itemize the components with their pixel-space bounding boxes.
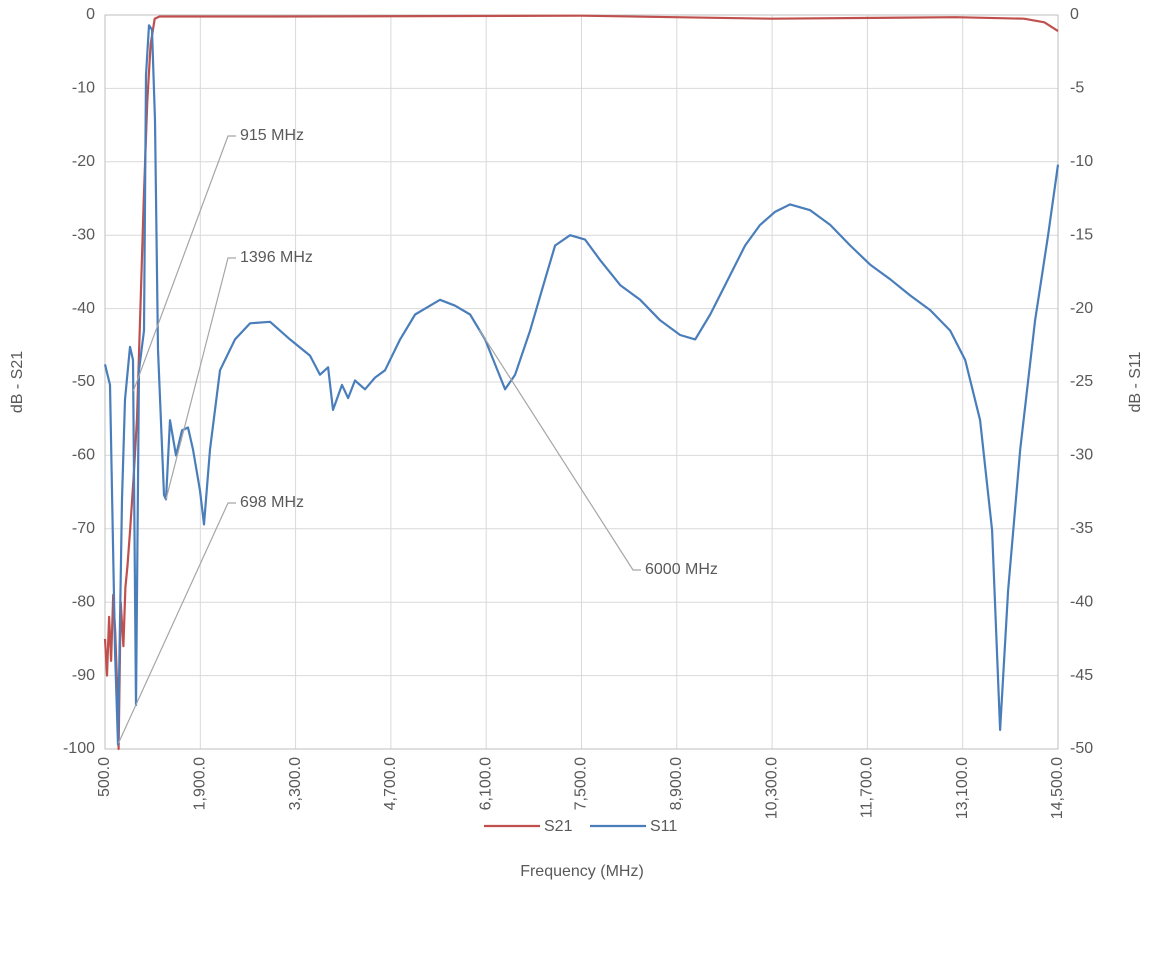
x-tick-label: 4,700.0: [382, 757, 399, 810]
y-tick-label: 0: [86, 6, 95, 23]
y2-tick-label: -25: [1070, 373, 1093, 390]
y2-tick-label: -35: [1070, 520, 1093, 537]
y2-tick-label: -30: [1070, 447, 1093, 464]
x-tick-label: 500.0: [96, 757, 113, 797]
x-tick-label: 11,700.0: [859, 757, 876, 818]
y-tick-label: -90: [72, 667, 95, 684]
y2-tick-label: -50: [1070, 740, 1093, 757]
legend-label: S11: [650, 818, 677, 835]
y2-tick-label: -10: [1070, 153, 1093, 170]
y-tick-label: -50: [72, 373, 95, 390]
x-tick-label: 1,900.0: [192, 757, 209, 810]
annotation: 698 MHz: [240, 494, 304, 511]
annotation-leader: [132, 135, 236, 392]
y-tick-label: -30: [72, 226, 95, 243]
y2-tick-label: -20: [1070, 300, 1093, 317]
annotation-leader: [117, 502, 236, 744]
y-tick-label: -100: [63, 740, 95, 757]
y2-axis-label: dB - S11: [1127, 351, 1144, 412]
y-tick-label: -10: [72, 80, 95, 97]
y2-tick-label: 0: [1070, 6, 1079, 23]
y2-tick-label: -5: [1070, 80, 1084, 97]
y-axis-label: dB - S21: [9, 351, 26, 413]
y-tick-label: -40: [72, 300, 95, 317]
x-tick-label: 14,500.0: [1049, 757, 1066, 819]
y2-tick-label: -45: [1070, 667, 1093, 684]
annotation: 915 MHz: [240, 127, 304, 144]
x-tick-label: 10,300.0: [763, 757, 780, 819]
annotation: 1396 MHz: [240, 249, 313, 266]
y-tick-label: -60: [72, 447, 95, 464]
series-line: [103, 24, 1060, 746]
x-tick-label: 13,100.0: [954, 757, 971, 819]
y2-tick-label: -15: [1070, 226, 1093, 243]
x-tick-label: 7,500.0: [573, 757, 590, 810]
y-tick-label: -20: [72, 153, 95, 170]
y-tick-label: -70: [72, 520, 95, 537]
x-tick-label: 8,900.0: [668, 757, 685, 810]
x-tick-label: 3,300.0: [287, 757, 304, 810]
annotation-leader: [165, 257, 236, 500]
y2-tick-label: -40: [1070, 593, 1093, 610]
y-tick-label: -80: [72, 593, 95, 610]
legend-label: S21: [544, 818, 573, 835]
x-axis-label: Frequency (MHz): [520, 863, 644, 880]
annotation: 6000 MHz: [645, 561, 718, 578]
x-tick-label: 6,100.0: [477, 757, 494, 810]
annotation-leader: [478, 329, 641, 571]
